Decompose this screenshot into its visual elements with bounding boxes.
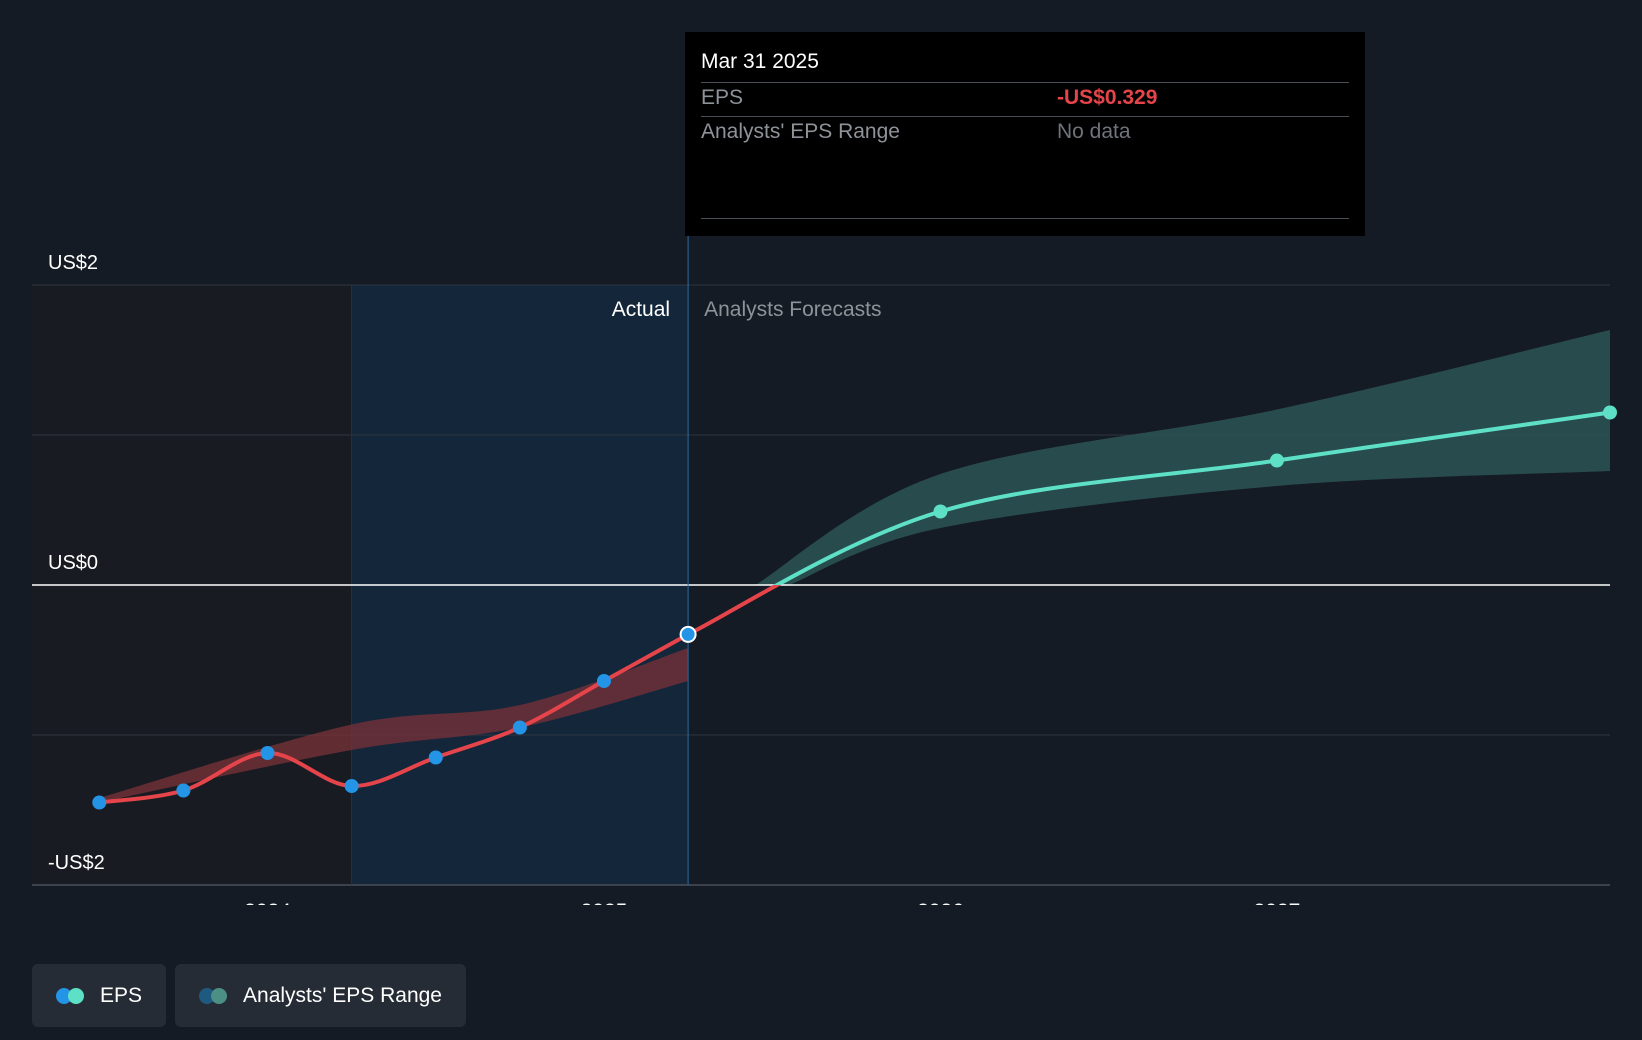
eps-forecast-line: [772, 410, 1611, 585]
tooltip-range-value: No data: [1057, 120, 1131, 143]
tooltip-eps-label: EPS: [701, 86, 744, 109]
x-tick-label: 2024: [244, 900, 291, 905]
eps-actual-point: [428, 750, 443, 765]
y-axis-labels: US$2 US$0 -US$2: [48, 252, 105, 874]
legend-eps-label: EPS: [100, 983, 143, 1007]
eps-actual-point: [176, 783, 191, 798]
legend-eps-button[interactable]: EPS: [32, 964, 167, 1027]
tooltip-eps-value: -US$0.329: [1057, 86, 1158, 109]
tooltip-range-label: Analysts' EPS Range: [701, 120, 900, 143]
eps-forecast-point: [1603, 405, 1617, 420]
y-tick-label: US$2: [48, 252, 98, 274]
tooltip-divider: [701, 116, 1349, 117]
eps-actual-point: [260, 746, 275, 760]
range-band-actual: [99, 648, 689, 803]
x-axis-labels: 2024 2025 2026 2027: [244, 900, 1300, 905]
legend-range-label: Analysts' EPS Range: [243, 983, 442, 1007]
eps-forecast-point: [933, 504, 948, 519]
x-tick-label: 2027: [1254, 900, 1301, 905]
eps-highlight-point: [679, 625, 697, 643]
legend-range-button[interactable]: Analysts' EPS Range: [175, 964, 466, 1027]
eps-actual-point: [596, 674, 611, 688]
legend: EPS Analysts' EPS Range: [32, 964, 466, 1027]
eps-lines: [99, 410, 1611, 805]
eps-actual-point: [512, 720, 527, 735]
tooltip-divider: [701, 82, 1349, 83]
forecast-label: Analysts Forecasts: [704, 298, 881, 321]
eps-legend-icon: [56, 987, 86, 1004]
eps-forecast-point: [1269, 453, 1284, 468]
actual-label: Actual: [612, 298, 670, 321]
range-legend-icon: [199, 987, 229, 1004]
eps-actual-point: [92, 795, 107, 810]
y-tick-label: US$0: [48, 552, 98, 574]
eps-chart: US$2 US$0 -US$2 2024 2025 2026 2027 Actual An…: [32, 236, 1617, 905]
x-tick-label: 2025: [581, 900, 628, 905]
tooltip: Mar 31 2025 EPS -US$0.329 Analysts' EPS …: [685, 32, 1365, 236]
tooltip-divider: [701, 218, 1349, 219]
y-tick-label: -US$2: [48, 852, 105, 874]
range-band-forecast: [755, 330, 1610, 585]
tooltip-date: Mar 31 2025: [701, 50, 819, 73]
range-bands: [99, 330, 1610, 803]
eps-points: [92, 405, 1617, 810]
eps-actual-point: [344, 779, 359, 793]
eps-actual-line: [99, 632, 690, 805]
x-tick-label: 2026: [917, 900, 964, 905]
